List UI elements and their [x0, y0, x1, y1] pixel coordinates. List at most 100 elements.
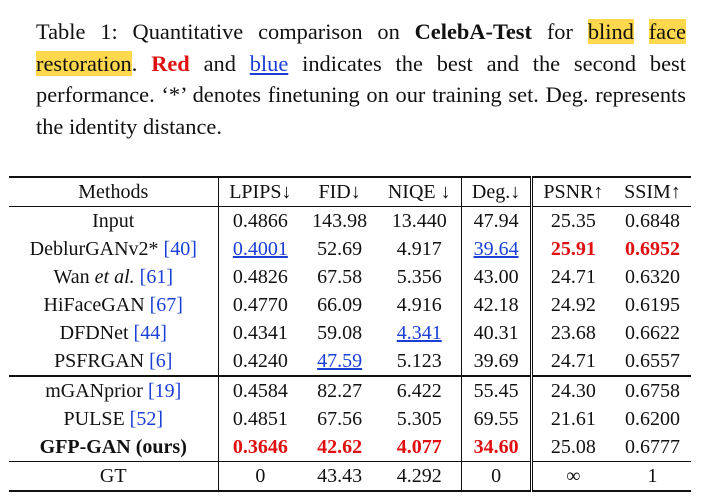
method-name-cell: GFP-GAN (ours) [9, 433, 218, 462]
niqe-cell: 6.422 [377, 375, 462, 405]
ssim-value: 0.6777 [624, 435, 680, 458]
table-row: Input 0.4866 143.98 13.440 47.94 25.35 0.6848 [9, 206, 691, 236]
citation-link[interactable]: [44] [133, 321, 167, 344]
deg-value: 43.00 [473, 265, 519, 288]
header-row: Methods LPIPS↓ FID↓ NIQE ↓ Deg.↓ PSNR↑ S… [9, 177, 691, 207]
citation-link[interactable]: [40] [163, 237, 197, 260]
psnr-cell: ∞ [529, 461, 614, 492]
lpips-cell: 0.4240 [217, 347, 303, 376]
psnr-value: 24.92 [550, 293, 596, 316]
method-name-cell: Input [9, 207, 218, 236]
fid-value: 82.27 [317, 379, 363, 402]
caption-prefix: Table 1: Quantitative comparison on [36, 19, 415, 44]
method-name: DFDNet [59, 321, 134, 344]
fid-cell: 42.62 [302, 433, 377, 462]
fid-value: 42.62 [317, 435, 363, 458]
psnr-value: ∞ [566, 464, 581, 487]
psnr-cell: 21.61 [529, 405, 614, 433]
psnr-cell: 25.91 [529, 235, 614, 263]
caption-blue-word: blue [249, 50, 289, 76]
ssim-value: 0.6758 [624, 379, 680, 402]
psnr-value: 25.91 [550, 237, 596, 260]
deg-cell: 39.64 [461, 235, 532, 263]
psnr-cell: 24.71 [529, 263, 614, 291]
caption-rest: indicates the best and the second best p… [36, 50, 686, 139]
citation-link[interactable]: [67] [149, 293, 183, 316]
deg-value: 40.31 [473, 321, 519, 344]
fid-cell: 67.58 [302, 263, 377, 291]
header-ssim: SSIM↑ [613, 177, 691, 207]
deg-cell: 0 [461, 461, 532, 492]
psnr-value: 24.30 [550, 379, 596, 402]
psnr-value: 23.68 [550, 321, 596, 344]
deg-value: 39.64 [473, 237, 519, 260]
deg-cell: 43.00 [461, 263, 532, 291]
deg-value: 42.18 [473, 293, 519, 316]
psnr-cell: 25.08 [529, 433, 614, 462]
ssim-cell: 0.6622 [614, 319, 691, 347]
caption-highlight-1: blind [587, 19, 634, 44]
lpips-cell: 0.4851 [217, 405, 303, 433]
ssim-cell: 0.6195 [614, 291, 691, 319]
table-row: DFDNet [44] 0.4341 59.08 4.341 40.31 23.68 0.6… [9, 319, 691, 347]
lpips-cell: 0.4584 [217, 375, 303, 405]
niqe-value: 13.440 [391, 209, 447, 232]
method-name-cell: PSFRGAN [6] [9, 347, 218, 376]
niqe-value: 4.916 [396, 293, 442, 316]
caption-for: for [531, 19, 588, 44]
psnr-value: 24.71 [550, 349, 596, 372]
method-name: GT [99, 464, 127, 487]
fid-value: 52.69 [317, 237, 363, 260]
lpips-value: 0.4866 [232, 209, 288, 232]
fid-cell: 67.56 [302, 405, 377, 433]
lpips-cell: 0.4866 [217, 206, 303, 235]
header-fid: FID↓ [302, 177, 378, 207]
ssim-value: 0.6320 [624, 265, 680, 288]
table-row: PULSE [52] 0.4851 67.56 5.305 69.55 21.61 0.62… [9, 405, 691, 433]
lpips-cell: 0.4826 [217, 263, 303, 291]
niqe-value: 5.123 [396, 349, 442, 372]
ssim-cell: 0.6320 [614, 263, 691, 291]
ssim-value: 0.6848 [624, 209, 680, 232]
table-row: PSFRGAN [6] 0.4240 47.59 5.123 39.69 24.71 0.6… [9, 347, 691, 376]
header-niqe: NIQE ↓ [377, 177, 462, 207]
lpips-value: 0.4341 [232, 321, 288, 344]
caption-period: . [131, 50, 152, 76]
caption-and: and [189, 50, 250, 76]
citation-link[interactable]: [61] [139, 265, 173, 288]
lpips-value: 0 [255, 464, 266, 487]
psnr-value: 25.08 [550, 435, 596, 458]
table-row: GFP-GAN (ours) 0.3646 42.62 4.077 34.60 25.08… [9, 433, 691, 462]
ssim-value: 0.6195 [624, 293, 680, 316]
ssim-cell: 0.6758 [613, 375, 691, 405]
fid-cell: 66.09 [302, 291, 377, 319]
method-name: mGANprior [45, 379, 148, 402]
header-deg: Deg.↓ [461, 177, 532, 207]
table-row: HiFaceGAN [67] 0.4770 66.09 4.916 42.18 24.92… [9, 291, 691, 319]
lpips-value: 0.3646 [232, 435, 288, 458]
deg-cell: 69.55 [461, 405, 532, 433]
method-name-cell: GT [9, 461, 219, 492]
method-name-cell: DFDNet [44] [9, 319, 218, 347]
results-table: Methods LPIPS↓ FID↓ NIQE ↓ Deg.↓ PSNR↑ S… [9, 176, 691, 492]
niqe-cell: 4.292 [377, 461, 462, 492]
ssim-cell: 0.6557 [614, 347, 691, 376]
citation-link[interactable]: [6] [149, 349, 173, 372]
deg-value: 69.55 [473, 407, 519, 430]
citation-link[interactable]: [19] [147, 379, 182, 402]
deg-value: 34.60 [473, 435, 519, 458]
deg-value: 0 [491, 464, 502, 487]
citation-link[interactable]: [52] [129, 407, 163, 430]
niqe-value: 4.077 [396, 435, 442, 458]
ssim-value: 1 [647, 464, 658, 487]
method-name: Wan et al. [53, 265, 135, 288]
caption-dataset: CelebA-Test [414, 19, 532, 44]
lpips-cell: 0.4770 [217, 291, 303, 319]
fid-value: 67.58 [317, 265, 363, 288]
ssim-value: 0.6557 [624, 349, 680, 372]
psnr-cell: 24.71 [529, 347, 614, 376]
lpips-cell: 0.3646 [217, 433, 303, 462]
lpips-value: 0.4584 [232, 379, 288, 402]
table-row: Wan et al. [61] 0.4826 67.58 5.356 43.00 24.7… [9, 263, 691, 291]
ssim-cell: 1 [613, 461, 691, 492]
